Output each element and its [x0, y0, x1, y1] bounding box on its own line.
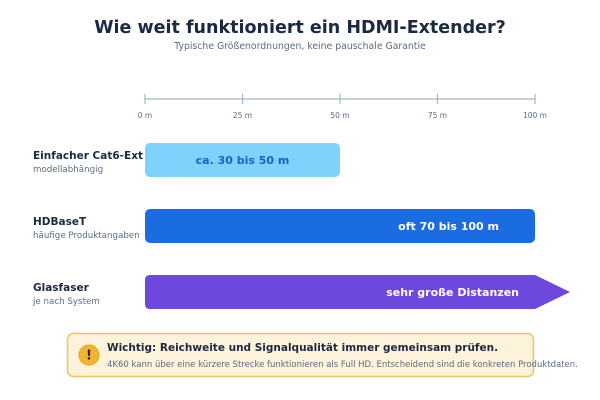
exclamation-icon-circle	[78, 344, 100, 366]
bar	[145, 209, 535, 243]
bar-value-label: sehr große Distanzen	[386, 286, 519, 299]
x-tick-label: 75 m	[428, 111, 447, 120]
category-label: Glasfaser	[33, 282, 90, 294]
category-label: Einfacher Cat6-Ext	[33, 150, 143, 162]
note-background	[66, 332, 535, 378]
note-text: 4K60 kann über eine kürzere Strecke funk…	[107, 360, 578, 370]
note-title: Wichtig: Reichweite und Signalqualität i…	[107, 342, 498, 354]
bar-row: Einfacher Cat6-Ext modellabhängig ca. 30 b…	[33, 143, 340, 177]
bar-row: Glasfaser je nach System sehr große Distan…	[32, 275, 570, 309]
x-tick-label: 100 m	[523, 111, 547, 120]
note-box: ! Wichtig: Reichweite und Signalqualität…	[66, 332, 578, 378]
x-tick-label: 50 m	[330, 111, 349, 120]
bar-row: HDBaseT häufige Produktangaben oft 70 bis …	[33, 209, 535, 243]
chart-subtitle: Typische Größenordnungen, keine pauschal…	[173, 41, 426, 52]
category-note: modellabhängig	[33, 165, 103, 175]
bar-value-label: oft 70 bis 100 m	[398, 220, 499, 233]
exclamation-icon: !	[78, 344, 100, 366]
x-axis: 0 m 25 m 50 m 75 m 100 m	[138, 94, 547, 120]
chart-title: Wie weit funktioniert ein HDMI-Extender?	[94, 18, 506, 38]
exclamation-icon-glyph: !	[86, 349, 92, 364]
bar	[145, 143, 340, 177]
x-tick-label: 25 m	[233, 111, 252, 120]
bar-value-label: ca. 30 bis 50 m	[196, 154, 290, 167]
category-label: HDBaseT	[33, 216, 87, 228]
x-tick-label: 0 m	[138, 111, 152, 120]
category-note: je nach System	[32, 297, 100, 307]
category-note: häufige Produktangaben	[33, 231, 140, 241]
bar-with-arrow	[145, 275, 570, 309]
bar-rows: Einfacher Cat6-Ext modellabhängig ca. 30 b…	[32, 143, 570, 309]
